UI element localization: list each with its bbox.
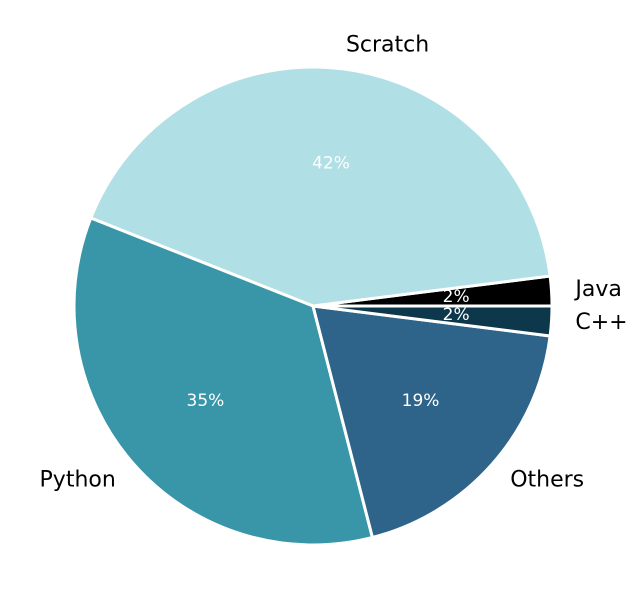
pie-slice-scratch	[89, 65, 552, 308]
pie-slice-others	[311, 304, 552, 539]
slice-percent-scratch: 42%	[312, 154, 350, 174]
slice-percent-others: 19%	[402, 391, 440, 411]
slice-percent-java: 2%	[443, 287, 470, 307]
slice-label-cpp: C++	[575, 310, 627, 335]
slice-percent-cpp: 2%	[443, 305, 470, 325]
slice-percent-python: 35%	[187, 391, 225, 411]
slice-label-others: Others	[510, 467, 584, 492]
slice-label-java: Java	[573, 277, 621, 302]
pie-slice-python	[72, 216, 374, 547]
pie-slice-cpp	[311, 304, 554, 338]
slice-label-scratch: Scratch	[346, 33, 429, 58]
slice-label-python: Python	[40, 467, 116, 492]
